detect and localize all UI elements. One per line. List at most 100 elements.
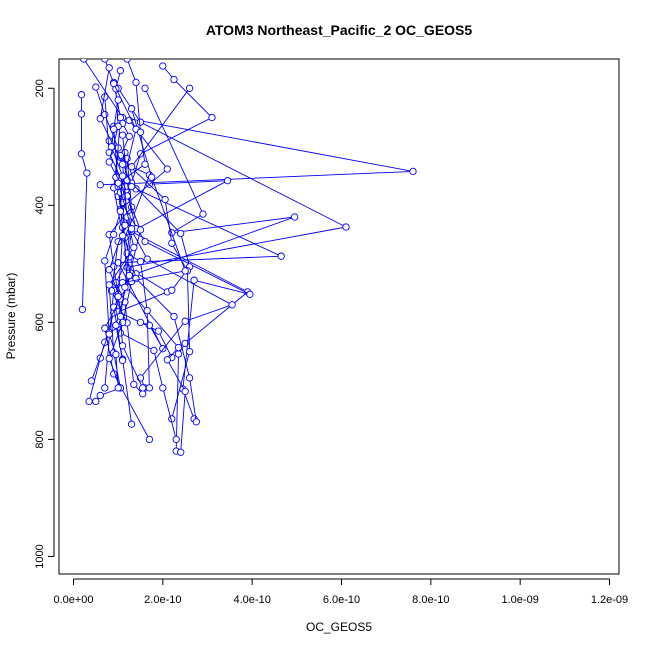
- y-tick-label: 200: [34, 79, 46, 97]
- data-point: [105, 281, 113, 289]
- data-point: [170, 75, 178, 84]
- y-tick-label: 600: [34, 313, 46, 331]
- data-point: [78, 305, 87, 314]
- x-axis-label: OC_GEOS5: [306, 620, 372, 634]
- data-point: [159, 384, 167, 392]
- data-point: [163, 165, 171, 173]
- data-point: [127, 182, 136, 191]
- data-point: [141, 160, 149, 168]
- data-point: [172, 435, 180, 444]
- x-tick-label: 1.2e-09: [591, 594, 628, 606]
- data-point: [181, 387, 189, 396]
- y-tick-label: 400: [34, 196, 46, 214]
- series-line-8: [131, 65, 213, 291]
- data-point: [105, 330, 113, 338]
- series-line-22: [95, 67, 135, 402]
- x-tick-label: 1.0e-09: [502, 594, 539, 606]
- data-point: [123, 59, 131, 63]
- y-tick-label: 800: [34, 430, 46, 448]
- data-point: [116, 113, 125, 122]
- data-point: [181, 317, 189, 325]
- x-tick-label: 0.0e+00: [53, 594, 93, 606]
- data-point: [181, 339, 189, 348]
- data-point: [148, 173, 156, 181]
- data-point: [96, 391, 104, 400]
- series-line-12: [124, 88, 197, 422]
- data-point: [114, 96, 122, 104]
- data-point: [110, 230, 118, 239]
- data-point: [101, 324, 109, 332]
- data-point: [101, 257, 109, 265]
- data-point: [174, 343, 183, 352]
- data-point: [92, 83, 100, 91]
- data-point: [163, 356, 171, 364]
- data-point: [127, 105, 136, 113]
- data-point: [130, 243, 138, 252]
- data-point: [192, 418, 200, 426]
- data-point: [105, 354, 113, 363]
- chart-title: ATOM3 Northeast_Pacific_2 OC_GEOS5: [206, 22, 473, 38]
- data-point: [170, 312, 178, 321]
- data-point: [277, 252, 285, 260]
- data-point: [80, 59, 88, 63]
- data-point: [342, 223, 350, 231]
- data-point: [112, 350, 120, 359]
- data-point: [105, 64, 113, 72]
- data-point: [199, 210, 207, 218]
- data-point: [223, 177, 232, 185]
- series-line-24: [104, 99, 124, 388]
- data-point: [177, 448, 185, 456]
- data-point: [190, 276, 198, 284]
- x-axis: 0.0e+00 2.0e-10 4.0e-10 6.0e-10 8.0e-10 1.0e-…: [53, 578, 628, 606]
- data-point: [136, 318, 145, 327]
- data-point: [101, 384, 109, 392]
- data-point: [107, 143, 116, 151]
- data-point: [143, 306, 151, 315]
- data-point: [121, 283, 129, 291]
- y-tick-label: 1000: [34, 544, 46, 568]
- data-point: [127, 420, 136, 428]
- data-point: [118, 232, 127, 240]
- data-point: [121, 221, 129, 229]
- data-point: [132, 78, 140, 87]
- data-point: [409, 167, 417, 176]
- data-point: [112, 321, 120, 329]
- data-point: [77, 150, 86, 158]
- data-point: [127, 225, 136, 233]
- data-point: [177, 229, 185, 238]
- data-point: [145, 435, 154, 444]
- data-point: [154, 327, 163, 335]
- x-tick-label: 8.0e-10: [412, 594, 449, 606]
- series-group: [77, 59, 417, 456]
- data-point: [130, 380, 138, 389]
- data-point: [114, 384, 122, 392]
- y-axis: 200 400 600 800 1000: [34, 79, 55, 569]
- data-point: [143, 255, 151, 263]
- data-point: [118, 160, 127, 168]
- x-tick-label: 2.0e-10: [144, 594, 181, 606]
- data-point: [116, 312, 125, 321]
- data-point: [110, 79, 118, 88]
- series-line-2: [81, 94, 88, 310]
- data-point: [83, 169, 91, 177]
- data-point: [139, 384, 147, 392]
- data-point: [185, 84, 194, 92]
- data-point: [77, 91, 86, 99]
- series-line-9: [119, 120, 234, 389]
- data-point: [290, 213, 299, 221]
- data-point: [161, 195, 169, 204]
- data-point: [96, 115, 104, 123]
- data-point: [87, 377, 96, 385]
- x-tick-label: 6.0e-10: [323, 594, 360, 606]
- data-point: [150, 346, 158, 355]
- data-point: [105, 158, 113, 166]
- data-point: [136, 257, 145, 266]
- data-point: [228, 301, 236, 309]
- data-point: [92, 397, 100, 406]
- data-point: [110, 125, 118, 133]
- data-point: [125, 132, 133, 140]
- data-point: [127, 163, 136, 171]
- data-point: [181, 267, 189, 275]
- data-point: [136, 118, 145, 126]
